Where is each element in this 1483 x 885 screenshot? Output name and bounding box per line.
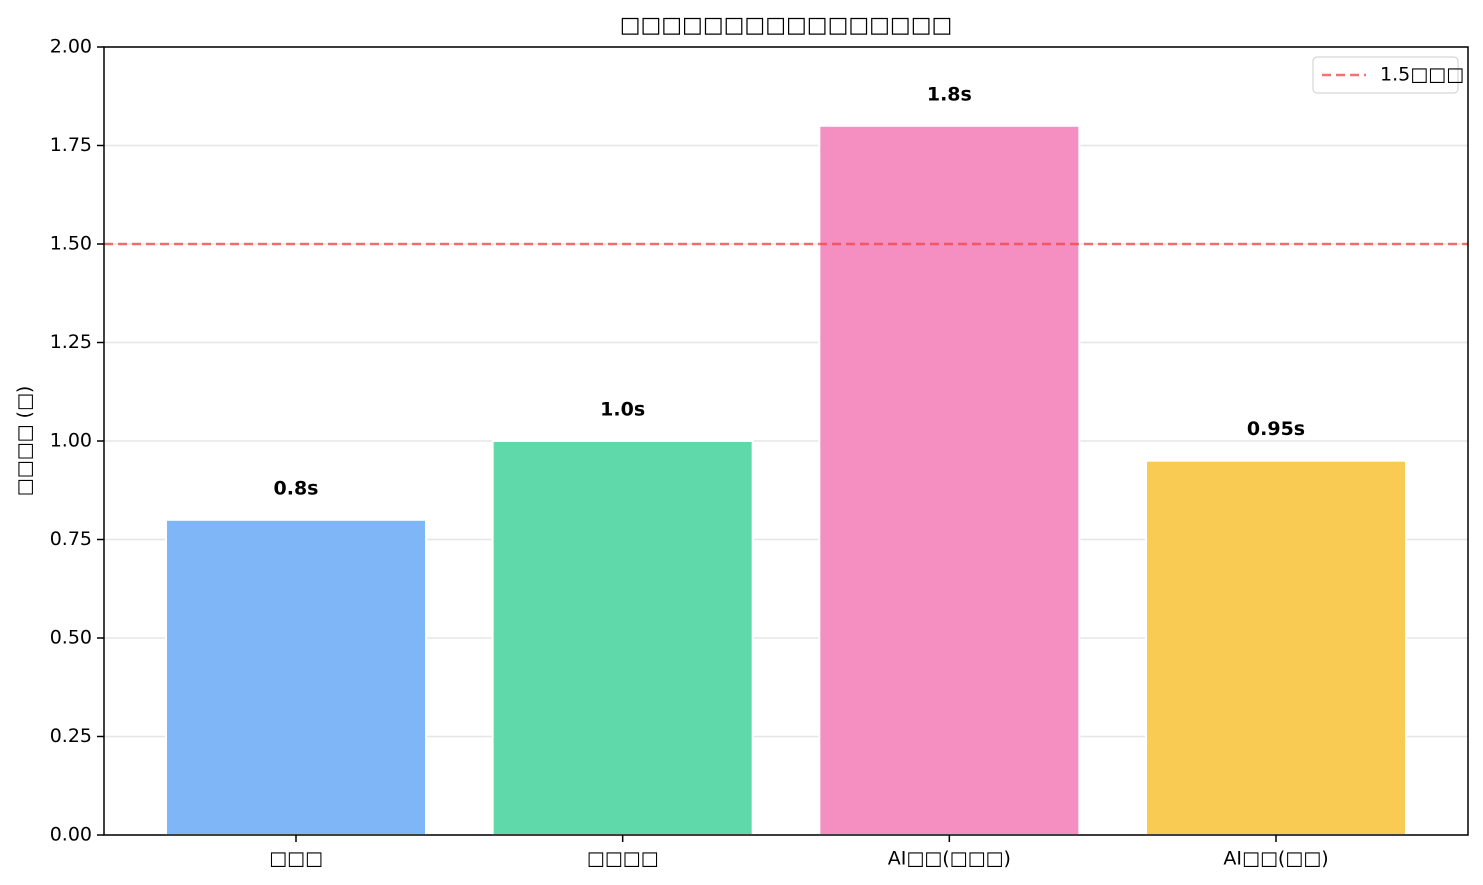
y-tick-label: 1.00 — [50, 430, 92, 452]
legend-label: 1.5□□□ — [1380, 64, 1464, 86]
y-tick-label: 0.75 — [50, 528, 92, 550]
value-label: 0.8s — [274, 477, 319, 499]
y-tick-label: 2.00 — [50, 36, 92, 58]
legend-box — [1312, 56, 1459, 94]
x-tick-label: □□□□ — [587, 848, 659, 870]
y-tick-label: 0.25 — [50, 725, 92, 747]
plot-frame — [103, 46, 1469, 836]
value-label: 0.95s — [1247, 418, 1305, 440]
y-tick-label: 0.00 — [50, 824, 92, 846]
bar — [491, 440, 754, 836]
y-tick-label: 1.50 — [50, 233, 92, 255]
bar — [818, 124, 1081, 837]
bar — [165, 518, 427, 836]
value-label: 1.8s — [927, 83, 972, 105]
y-axis-label: □□□□ (□) — [14, 386, 36, 497]
x-tick-label: AI□□(□□□) — [888, 848, 1011, 870]
chart-title: □□□□□□□□□□□□□□□□ — [620, 13, 953, 38]
x-tick-label: □□□ — [269, 848, 323, 870]
value-label: 1.0s — [600, 399, 645, 421]
bar — [1145, 459, 1408, 836]
y-tick-label: 1.75 — [50, 134, 92, 156]
y-tick-label: 1.25 — [50, 331, 92, 353]
x-tick-label: AI□□(□□) — [1223, 848, 1328, 870]
y-tick-label: 0.50 — [50, 627, 92, 649]
